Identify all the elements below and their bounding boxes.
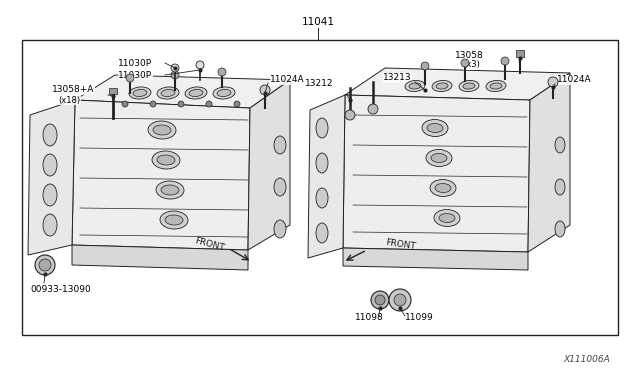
Polygon shape — [308, 95, 345, 258]
Text: (x3): (x3) — [463, 61, 480, 70]
Ellipse shape — [435, 183, 451, 192]
Polygon shape — [343, 248, 528, 270]
Text: 11024A: 11024A — [557, 76, 591, 84]
Circle shape — [345, 110, 355, 120]
Ellipse shape — [427, 124, 443, 132]
Ellipse shape — [555, 179, 565, 195]
Circle shape — [371, 291, 389, 309]
Ellipse shape — [426, 150, 452, 167]
Ellipse shape — [161, 89, 175, 97]
Circle shape — [150, 101, 156, 107]
Ellipse shape — [431, 154, 447, 163]
Ellipse shape — [185, 87, 207, 99]
Circle shape — [178, 101, 184, 107]
Polygon shape — [343, 95, 530, 252]
Polygon shape — [72, 100, 250, 250]
Ellipse shape — [555, 221, 565, 237]
Polygon shape — [75, 75, 290, 108]
Ellipse shape — [157, 87, 179, 99]
Ellipse shape — [189, 89, 203, 97]
Ellipse shape — [43, 184, 57, 206]
Circle shape — [389, 289, 411, 311]
Text: 11099: 11099 — [405, 314, 434, 323]
Ellipse shape — [165, 215, 183, 225]
Ellipse shape — [436, 83, 448, 89]
Text: 11024A: 11024A — [270, 76, 305, 84]
Circle shape — [461, 59, 469, 67]
Text: 13058+A: 13058+A — [52, 86, 94, 94]
Ellipse shape — [152, 151, 180, 169]
Ellipse shape — [555, 137, 565, 153]
Text: 11098: 11098 — [355, 314, 384, 323]
Ellipse shape — [156, 181, 184, 199]
Ellipse shape — [217, 89, 231, 97]
Text: 11041: 11041 — [301, 17, 335, 27]
Text: 13058: 13058 — [455, 51, 484, 60]
Circle shape — [218, 68, 226, 76]
Text: X111006A: X111006A — [563, 355, 610, 364]
Bar — [516, 50, 524, 57]
Text: 13213: 13213 — [383, 74, 412, 83]
Ellipse shape — [486, 80, 506, 92]
Circle shape — [375, 295, 385, 305]
Ellipse shape — [432, 80, 452, 92]
Text: 13212: 13212 — [305, 78, 333, 87]
Ellipse shape — [405, 80, 425, 92]
Ellipse shape — [213, 87, 235, 99]
Ellipse shape — [157, 155, 175, 165]
Polygon shape — [528, 73, 570, 252]
Polygon shape — [248, 80, 290, 250]
Circle shape — [394, 294, 406, 306]
Ellipse shape — [148, 121, 176, 139]
Circle shape — [234, 101, 240, 107]
Text: 11030P: 11030P — [118, 71, 152, 80]
Ellipse shape — [129, 87, 151, 99]
Ellipse shape — [430, 180, 456, 196]
Polygon shape — [72, 245, 248, 270]
Ellipse shape — [316, 188, 328, 208]
Text: 11030P: 11030P — [118, 58, 152, 67]
Circle shape — [171, 64, 179, 72]
Circle shape — [206, 101, 212, 107]
Circle shape — [501, 57, 509, 65]
Ellipse shape — [316, 153, 328, 173]
Circle shape — [548, 77, 558, 87]
Circle shape — [122, 101, 128, 107]
Circle shape — [35, 255, 55, 275]
Ellipse shape — [459, 80, 479, 92]
Bar — [22, 40, 618, 335]
Ellipse shape — [439, 214, 455, 222]
Ellipse shape — [133, 89, 147, 97]
Text: FRONT: FRONT — [385, 238, 417, 251]
Ellipse shape — [43, 214, 57, 236]
Ellipse shape — [422, 119, 448, 137]
Circle shape — [126, 74, 134, 82]
Ellipse shape — [490, 83, 502, 89]
Polygon shape — [28, 100, 75, 255]
Circle shape — [196, 61, 204, 69]
Circle shape — [368, 104, 378, 114]
Circle shape — [171, 71, 179, 79]
Ellipse shape — [153, 125, 171, 135]
Circle shape — [421, 62, 429, 70]
Polygon shape — [345, 68, 570, 100]
Ellipse shape — [274, 220, 286, 238]
Bar — [109, 88, 117, 94]
Text: (x18): (x18) — [58, 96, 80, 105]
Text: FRONT: FRONT — [194, 237, 226, 253]
Ellipse shape — [316, 118, 328, 138]
Ellipse shape — [43, 124, 57, 146]
Text: 00933-13090: 00933-13090 — [30, 285, 91, 295]
Circle shape — [260, 85, 270, 95]
Circle shape — [39, 259, 51, 271]
Ellipse shape — [43, 154, 57, 176]
Ellipse shape — [434, 209, 460, 227]
Ellipse shape — [274, 178, 286, 196]
Ellipse shape — [409, 83, 421, 89]
Ellipse shape — [463, 83, 475, 89]
Ellipse shape — [160, 211, 188, 229]
Ellipse shape — [316, 223, 328, 243]
Ellipse shape — [274, 136, 286, 154]
Ellipse shape — [161, 185, 179, 195]
